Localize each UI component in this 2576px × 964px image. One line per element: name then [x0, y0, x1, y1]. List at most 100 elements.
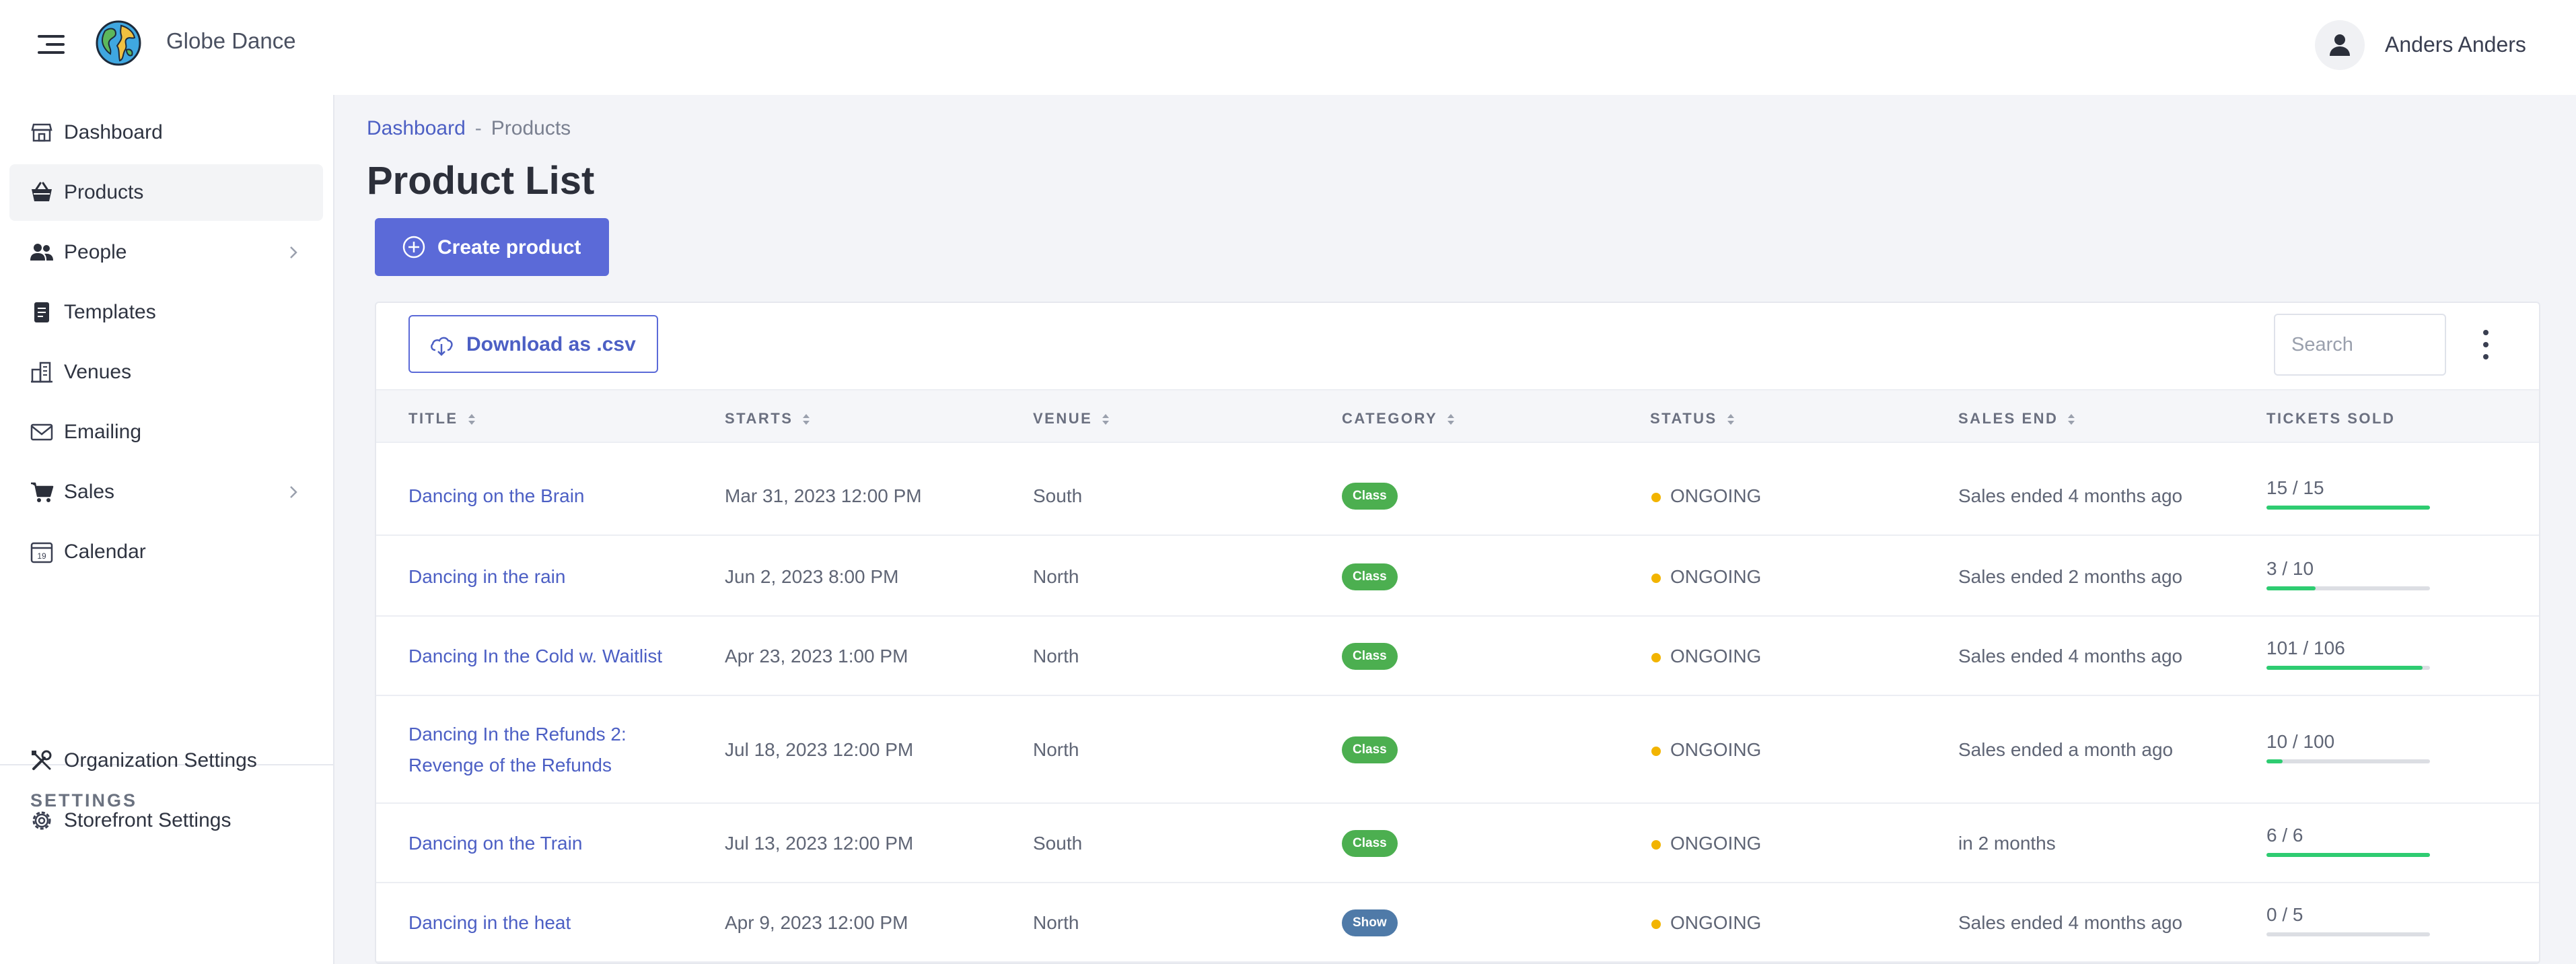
column-header-venue[interactable]: VENUE [1033, 410, 1110, 427]
tickets-progress-bar [2266, 932, 2430, 936]
category-badge: Class [1342, 643, 1398, 670]
tickets-sold-value: 3 / 10 [2266, 558, 2314, 579]
gear-icon [32, 811, 51, 830]
product-title-line: Dancing In the Cold w. Waitlist [408, 646, 663, 666]
column-header-category[interactable]: CATEGORY [1342, 410, 1455, 427]
venue-cell: North [1033, 912, 1079, 933]
calendar-icon: 19 [30, 542, 53, 563]
sidebar-item-people[interactable]: People [9, 224, 323, 281]
status-dot-icon [1651, 492, 1661, 502]
sidebar-item-label: Calendar [64, 541, 146, 563]
venue-cell: North [1033, 566, 1079, 587]
tickets-progress-fill [2266, 853, 2430, 857]
sidebar-item-label: People [64, 241, 127, 263]
column-header-status[interactable]: STATUS [1650, 410, 1735, 427]
more-options-icon[interactable] [2476, 329, 2496, 361]
sidebar-item-venues[interactable]: Venues [9, 344, 323, 401]
table-row: Dancing in the heat Apr 9, 2023 12:00 PM N… [376, 883, 2539, 963]
table-row: Dancing in the rain Jun 2, 2023 8:00 PM No… [376, 537, 2539, 617]
sales-end-cell: Sales ended 4 months ago [1958, 912, 2183, 933]
status-label: ONGOING [1670, 485, 1762, 506]
sort-icon [1102, 414, 1110, 425]
tools-icon [32, 750, 52, 770]
sidebar-item-storefront-settings[interactable]: Storefront Settings [9, 792, 323, 849]
sidebar-item-calendar[interactable]: 19 Calendar [9, 524, 323, 580]
product-title-line: Revenge of the Refunds [408, 755, 612, 776]
status-dot-icon [1651, 746, 1661, 756]
tickets-progress-fill [2266, 759, 2283, 763]
sidebar-item-products[interactable]: Products [9, 164, 323, 221]
sales-end-cell: in 2 months [1958, 833, 2056, 854]
brand-name[interactable]: Globe Dance [166, 28, 296, 53]
create-product-button[interactable]: Create product [375, 218, 609, 276]
menu-icon[interactable] [38, 34, 65, 55]
status-label: ONGOING [1670, 833, 1762, 854]
user-name[interactable]: Anders Anders [2385, 32, 2526, 57]
sidebar-item-dashboard[interactable]: Dashboard [9, 104, 323, 161]
table-row: Dancing on the Train Jul 13, 2023 12:00 P… [376, 804, 2539, 883]
status-dot-icon [1651, 652, 1661, 662]
template-icon [34, 302, 49, 322]
sort-icon [1727, 414, 1734, 425]
table-header: TITLE STARTS VENUE CATEGORY STATUS SALES… [376, 389, 2539, 443]
column-header-sales-end[interactable]: SALES END [1958, 410, 2075, 427]
product-title-link[interactable]: Dancing in the heat [408, 907, 571, 938]
tickets-sold-value: 6 / 6 [2266, 825, 2303, 846]
category-badge: Show [1342, 909, 1398, 936]
category-badge: Class [1342, 563, 1398, 590]
search-input[interactable] [2274, 314, 2446, 376]
sidebar-item-label: Organization Settings [64, 749, 257, 771]
calendar-day: 19 [37, 551, 46, 561]
sidebar-item-sales[interactable]: Sales [9, 464, 323, 520]
download-csv-label: Download as .csv [466, 333, 636, 355]
product-title-line: Dancing in the rain [408, 566, 566, 587]
product-title-line: Dancing In the Refunds 2: [408, 724, 627, 745]
product-title-link[interactable]: Dancing In the Refunds 2: Revenge of the … [408, 719, 627, 781]
product-title-link[interactable]: Dancing in the rain [408, 561, 565, 592]
status-cell: ONGOING [1651, 566, 1761, 588]
status-dot-icon [1651, 573, 1661, 583]
sidebar-item-label: Venues [64, 361, 132, 383]
sidebar-item-organization-settings[interactable]: Organization Settings [9, 732, 323, 789]
chevron-right-icon [290, 246, 297, 259]
status-cell: ONGOING [1651, 485, 1761, 507]
tickets-progress-bar [2266, 759, 2430, 763]
sidebar-item-label: Dashboard [64, 121, 163, 143]
product-title-link[interactable]: Dancing on the Brain [408, 481, 585, 512]
user-avatar[interactable] [2315, 20, 2365, 70]
envelope-icon [30, 423, 53, 441]
people-icon [30, 244, 53, 261]
venue-cell: North [1033, 646, 1079, 666]
category-badge: Class [1342, 736, 1398, 763]
sidebar-item-emailing[interactable]: Emailing [9, 404, 323, 460]
page-title: Product List [367, 159, 595, 203]
tickets-progress-fill [2266, 586, 2316, 590]
product-title-line: Dancing on the Brain [408, 485, 585, 506]
sort-icon [803, 414, 810, 425]
venue-cell: North [1033, 739, 1079, 760]
chevron-right-icon [290, 486, 297, 498]
download-csv-button[interactable]: Download as .csv [408, 315, 658, 373]
sales-end-cell: Sales ended a month ago [1958, 739, 2174, 760]
tickets-progress-fill [2266, 506, 2430, 510]
status-dot-icon [1651, 919, 1661, 929]
globe-logo-icon [96, 20, 141, 66]
cloud-download-icon [431, 337, 453, 356]
tickets-sold-value: 10 / 100 [2266, 731, 2335, 752]
dashboard-icon [31, 123, 52, 142]
product-title-link[interactable]: Dancing on the Train [408, 828, 582, 859]
tickets-sold-value: 15 / 15 [2266, 477, 2324, 498]
sales-end-cell: Sales ended 2 months ago [1958, 566, 2183, 587]
venue-cell: South [1033, 833, 1083, 854]
product-title-link[interactable]: Dancing In the Cold w. Waitlist [408, 641, 662, 672]
column-header-starts[interactable]: STARTS [725, 410, 810, 427]
sidebar-item-label: Emailing [64, 421, 142, 443]
top-header: Globe Dance Anders Anders [0, 0, 2576, 95]
starts-cell: Apr 9, 2023 12:00 PM [725, 912, 908, 933]
breadcrumb-dashboard-link[interactable]: Dashboard [367, 117, 466, 139]
sidebar-item-label: Storefront Settings [64, 809, 231, 831]
column-header-title[interactable]: TITLE [408, 410, 476, 427]
sidebar-divider [0, 764, 333, 765]
tickets-progress-bar [2266, 506, 2430, 510]
sidebar-item-templates[interactable]: Templates [9, 284, 323, 341]
